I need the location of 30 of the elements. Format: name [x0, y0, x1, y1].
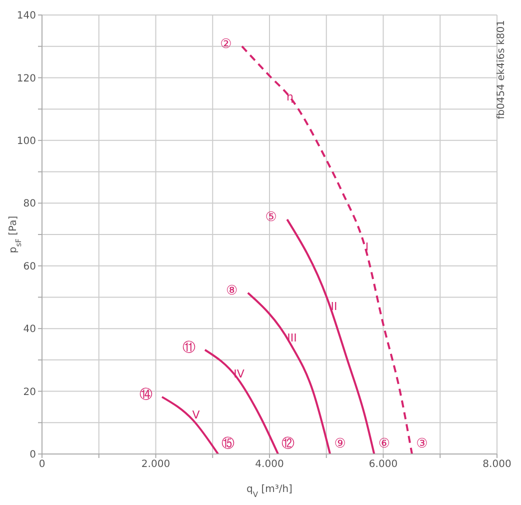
annotation: ⑨ — [334, 436, 346, 452]
annotation: ⑫ — [282, 436, 295, 452]
x-tick-label: 2.000 — [141, 459, 170, 470]
annotation: II — [330, 300, 338, 314]
x-tick-label: 8.000 — [482, 459, 512, 470]
annotation: ② — [220, 36, 232, 52]
annotation: V — [192, 408, 200, 422]
annotation: I — [365, 240, 369, 254]
line-series — [246, 292, 332, 454]
x-tick-label: 4.000 — [255, 459, 284, 470]
line-series — [204, 348, 280, 454]
annotation: fb0454 ek4i6s k801 — [496, 20, 507, 120]
annotation: ③ — [416, 436, 428, 452]
y-tick-label: 0 — [30, 450, 36, 461]
annotation: ⑭ — [140, 387, 153, 402]
annotation: ⑥ — [378, 436, 390, 452]
annotation: ⑪ — [182, 340, 196, 356]
x-axis-title: q$_{V}$ [m³/h] — [246, 484, 293, 498]
y-tick-label: 80 — [23, 198, 36, 210]
annotation: ⑮ — [222, 436, 235, 452]
y-tick-label: 60 — [23, 261, 36, 272]
x-tick-label: 6.000 — [368, 459, 398, 470]
y-tick-label: 20 — [23, 386, 36, 398]
annotation: ⑤ — [265, 210, 277, 225]
y-tick-label: 40 — [23, 324, 36, 336]
y-tick-label: 140 — [16, 10, 36, 22]
annotation: ⑧ — [226, 283, 238, 298]
y-tick-label: 120 — [16, 73, 36, 84]
y-tick-label: 100 — [16, 136, 36, 147]
x-tick-label: 0 — [38, 459, 46, 470]
